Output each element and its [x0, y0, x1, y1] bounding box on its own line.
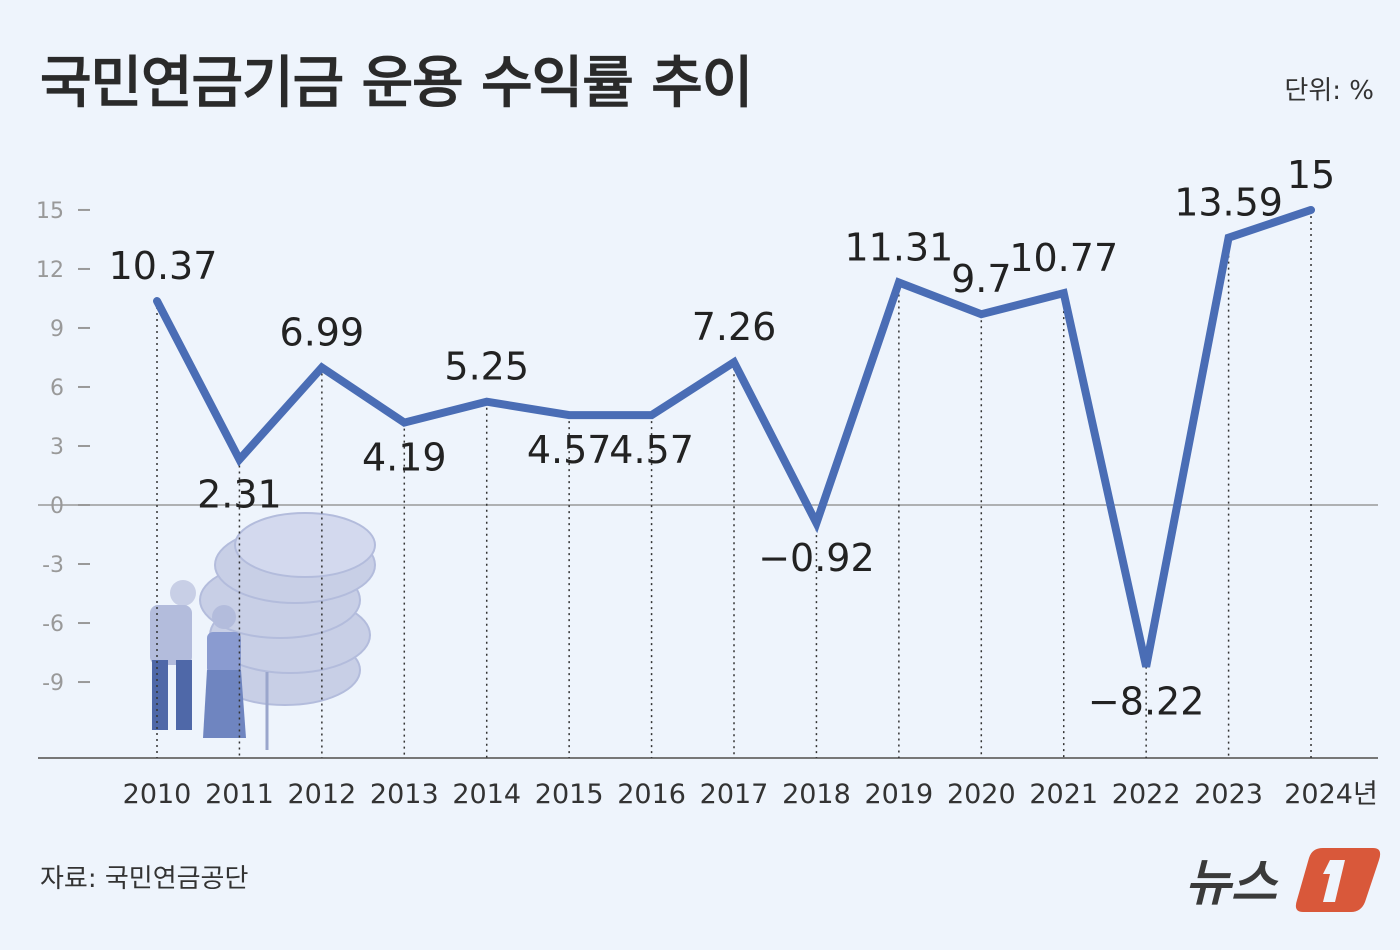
data-label: 2.31	[197, 473, 282, 517]
y-tick-label: -9	[42, 671, 64, 696]
x-tick-label: 2024년	[1284, 779, 1378, 810]
x-tick-label: 2018	[782, 779, 851, 810]
data-label: 10.77	[1009, 236, 1118, 280]
x-tick-label: 2021	[1029, 779, 1098, 810]
data-label: −0.92	[758, 536, 874, 580]
unit-label: 단위: %	[1284, 76, 1374, 106]
data-label: 10.37	[109, 244, 218, 288]
x-tick-label: 2022	[1112, 779, 1181, 810]
series-line	[153, 205, 1316, 668]
x-tick-label: 2013	[370, 779, 439, 810]
data-label: 4.57	[609, 428, 694, 472]
x-tick-label: 2023	[1194, 779, 1263, 810]
pension-illustration	[150, 512, 376, 750]
data-label: 4.19	[362, 436, 447, 480]
y-tick-label: 6	[50, 376, 64, 401]
source-label: 자료: 국민연금공단	[40, 864, 249, 894]
x-tick-label: 2015	[535, 779, 604, 810]
y-tick-label: -6	[42, 612, 64, 637]
x-tick-label: 2014	[452, 779, 521, 810]
data-label: 7.26	[692, 305, 777, 349]
data-label: 13.59	[1174, 181, 1283, 225]
data-label: 11.31	[844, 226, 953, 270]
y-tick-label: 0	[50, 494, 64, 519]
x-tick-label: 2011	[205, 779, 274, 810]
svg-text:뉴스: 뉴스	[1185, 854, 1279, 912]
y-tick-label: 9	[50, 317, 64, 342]
x-tick-label: 2017	[700, 779, 769, 810]
chart-title: 국민연금기금 운용 수익률 추이	[40, 51, 753, 116]
y-tick-label: -3	[42, 553, 64, 578]
x-tick-label: 2020	[947, 779, 1016, 810]
data-label: 5.25	[444, 345, 529, 389]
x-tick-label: 2019	[865, 779, 934, 810]
data-label: 6.99	[280, 311, 365, 355]
y-tick-label: 3	[50, 435, 64, 460]
y-tick-label: 15	[36, 199, 64, 224]
x-tick-label: 2010	[123, 779, 192, 810]
data-label: −8.22	[1088, 680, 1204, 724]
x-tick-label: 2016	[617, 779, 686, 810]
x-tick-label: 2012	[288, 779, 357, 810]
data-label: 4.57	[527, 428, 612, 472]
y-tick-label: 12	[36, 258, 64, 283]
data-label: 15	[1287, 153, 1335, 197]
news1-logo: 뉴스	[1185, 848, 1381, 912]
data-label: 9.7	[951, 257, 1011, 301]
